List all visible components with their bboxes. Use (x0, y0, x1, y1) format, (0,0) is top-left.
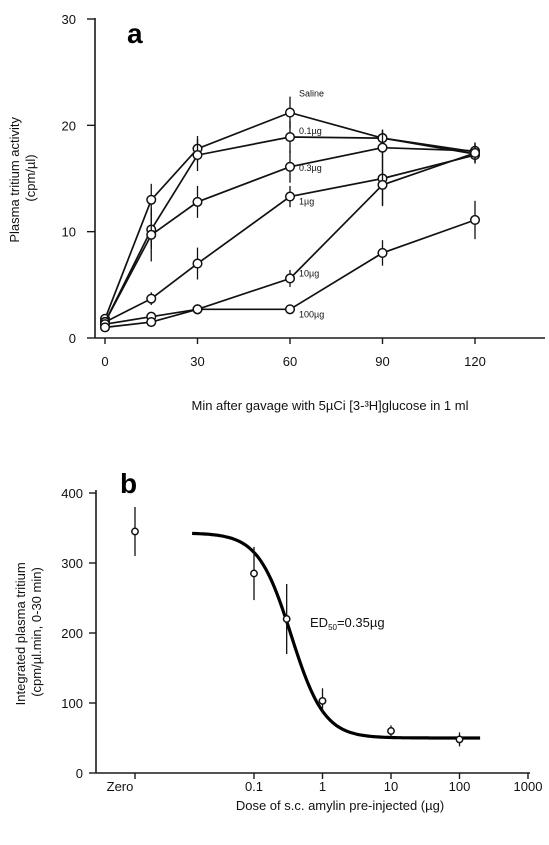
data-point (469, 214, 481, 226)
panel-a-series: Saline 0.1µg 0.3µg 1µg 10µg 100µg (99, 89, 481, 333)
data-point (377, 179, 388, 190)
panel-a-letter: a (127, 18, 143, 49)
panel-a-y-ticks: 0 10 20 30 (62, 12, 95, 346)
series-100ug: 100µg (99, 200, 481, 333)
panel-b-y-tick-label: 400 (61, 486, 83, 501)
panel-b-fit-curve (192, 531, 481, 740)
panel-a-y-label-line1: Plasma tritium activity (7, 116, 22, 242)
panel-a-y-label: Plasma tritium activity (cpm/µl) (7, 113, 38, 242)
panel-a-x-tick-label: 60 (283, 354, 297, 369)
series-label-0-1ug: 0.1µg (299, 126, 322, 136)
panel-b-x-tick-label: 100 (449, 779, 471, 794)
data-point (192, 304, 203, 315)
panel-b-y-tick-label: 100 (61, 696, 83, 711)
series-line-1ug (104, 154, 476, 323)
series-line-100ug (104, 219, 476, 329)
panel-b-x-ticks: Zero 0.1 1 10 100 1000 (107, 773, 543, 794)
series-label-100ug: 100µg (299, 309, 324, 319)
panel-a-y-label-line2: (cpm/µl) (23, 154, 38, 201)
data-point (250, 569, 258, 578)
data-point (387, 727, 395, 735)
panel-b-chart: b 0 100 200 300 400 Zero 0.1 1 10 100 1000 Integr… (13, 468, 542, 813)
panel-b-y-label-line2: (cpm/µl.min, 0-30 min) (29, 567, 44, 697)
panel-b-point-group (131, 507, 139, 556)
data-point (284, 161, 296, 172)
panel-a-x-tick-label: 90 (375, 354, 389, 369)
series-label-10ug: 10µg (299, 268, 319, 278)
ed50-prefix: ED (310, 615, 328, 630)
panel-b-y-tick-label: 0 (76, 766, 83, 781)
panel-a-y-tick-label: 20 (62, 118, 76, 133)
panel-b-point-group (282, 584, 291, 654)
data-point (131, 527, 139, 536)
ed50-subscript: 50 (328, 623, 337, 632)
data-point (192, 150, 203, 161)
data-point (192, 196, 203, 207)
ed50-value: =0.35µg (337, 615, 385, 630)
data-point (282, 615, 291, 623)
panel-b-point-group (455, 732, 464, 747)
data-point (284, 191, 296, 202)
data-point (284, 304, 296, 315)
panel-a-y-tick-label: 30 (62, 12, 76, 27)
panel-a-chart: a 0 10 20 30 0 30 60 90 120 Plasma tritium acti… (7, 12, 545, 413)
panel-a-x-tick-label: 120 (464, 354, 486, 369)
series-label-saline: Saline (299, 89, 324, 99)
panel-b-x-tick-label: 1000 (514, 779, 543, 794)
data-point (284, 131, 296, 143)
data-point (284, 107, 296, 118)
panel-b-ed50-annotation: ED50=0.35µg (310, 615, 385, 632)
series-label-0-3ug: 0.3µg (299, 163, 322, 173)
panel-a-x-ticks: 0 30 60 90 120 (101, 338, 486, 369)
data-point (99, 322, 111, 333)
data-point (469, 147, 481, 159)
panel-b-x-tick-label: 0.1 (245, 779, 263, 794)
panel-a-x-label: Min after gavage with 5µCi [3-³H]glucose… (192, 398, 469, 413)
panel-b-y-ticks: 0 100 200 300 400 (61, 486, 96, 781)
panel-b-points (131, 507, 464, 747)
data-point (146, 293, 157, 304)
panel-b-x-tick-label-zero: Zero (107, 779, 134, 794)
panel-b-point-group (250, 546, 258, 601)
series-line-0-3ug (104, 146, 476, 323)
panel-b-x-tick-label: 10 (384, 779, 398, 794)
data-point (377, 142, 388, 153)
data-point (146, 317, 157, 328)
data-point (192, 258, 203, 269)
panel-a-y-tick-label: 10 (62, 225, 76, 240)
data-point (284, 273, 296, 284)
panel-b-x-label: Dose of s.c. amylin pre-injected (µg) (236, 798, 444, 813)
panel-b-letter: b (120, 468, 137, 499)
data-point (318, 696, 327, 705)
panel-a-x-tick-label: 0 (101, 354, 108, 369)
panel-b-point-group (387, 725, 395, 737)
data-point (377, 247, 388, 258)
panel-b-y-label: Integrated plasma tritium (cpm/µl.min, 0… (13, 559, 44, 706)
panel-a-y-tick-label: 0 (69, 331, 76, 346)
panel-b-x-tick-label: 1 (319, 779, 326, 794)
panel-b-y-tick-label: 200 (61, 626, 83, 641)
series-line-0-1ug (104, 136, 476, 323)
data-point (455, 735, 464, 744)
data-point (146, 194, 157, 205)
data-point (146, 229, 157, 240)
panel-b-y-tick-label: 300 (61, 556, 83, 571)
panel-b-y-label-line1: Integrated plasma tritium (13, 562, 28, 705)
series-line-10ug (104, 152, 476, 326)
panel-a-x-tick-label: 30 (190, 354, 204, 369)
series-0-3ug: 0.3µg (99, 131, 481, 328)
series-label-1ug: 1µg (299, 197, 314, 207)
panel-b-point-group (318, 688, 327, 714)
